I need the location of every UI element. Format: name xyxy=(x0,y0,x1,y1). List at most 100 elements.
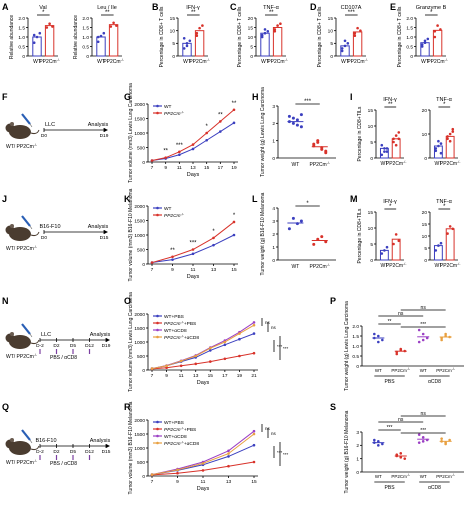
panel-i-ifn-y-tick-label: 10 xyxy=(368,124,374,130)
panel-d-point-wt xyxy=(340,47,344,50)
panel-m-ifn-ylabel: Percentage in CD8+TILs xyxy=(357,208,363,263)
panel-m-ifn-point-ko xyxy=(397,239,401,243)
panel-p-point xyxy=(377,340,380,344)
panel-r-series-point xyxy=(227,464,230,468)
panel-i-tnf-point-wt xyxy=(437,139,440,143)
panel-g-sig-label: ** xyxy=(232,101,237,107)
panel-h-ylabel: Tumor weight (g) Lewis Lung Carcinoma xyxy=(260,87,266,177)
panel-r-xlabel: Days xyxy=(197,486,210,492)
panel-i-ifn-point-ko xyxy=(392,140,395,144)
panel-e-xlabel-ko: PP2Cm-/- xyxy=(427,58,448,65)
panel-e-point-ko xyxy=(436,24,439,27)
panel-n-mouse-ear xyxy=(10,332,14,336)
panel-d-point-ko xyxy=(353,31,357,35)
panel-i-ifn-point-wt xyxy=(380,153,384,157)
panel-j-timeline-label: D15 xyxy=(100,235,109,241)
panel-g-y-tick-label: 0 xyxy=(142,160,145,166)
panel-e-sig-label: * xyxy=(430,10,433,16)
panel-m-ifn-point-wt xyxy=(380,252,384,255)
panel-n-cell-line: LLC xyxy=(41,332,51,338)
panel-p-point xyxy=(421,332,425,336)
panel-k-series-point xyxy=(232,233,236,237)
panel-a-val-bar-wt xyxy=(32,36,42,57)
panel-letter: P xyxy=(330,296,336,306)
panel-i-ifn-ylabel: Percentage in CD8+TILs xyxy=(357,106,363,161)
panel-c-point-wt xyxy=(260,35,264,39)
panel-l-point-ko xyxy=(312,242,316,246)
panel-s-point xyxy=(395,453,399,456)
panel-g-x-tick-label: 17 xyxy=(218,165,224,171)
panel-f-timeline-arrow xyxy=(104,128,108,132)
panel-i-ifn-y-tick-label: 5 xyxy=(370,140,373,146)
panel-a-leu-point-ko xyxy=(112,21,115,25)
panel-g-series-point xyxy=(205,138,208,142)
panel-q-cell-line: B16-F10 xyxy=(35,438,56,444)
panel-p-group-label: WT xyxy=(420,368,427,373)
panel-m-tnf-title: TNF-α xyxy=(436,199,453,205)
panel-c-y-tick-label: 20 xyxy=(248,16,254,22)
panel-p-point xyxy=(417,328,421,332)
panel-j-mouse-ear xyxy=(10,224,14,228)
panel-o-series-point xyxy=(252,332,256,335)
panel-d-ylabel: Percentage in CD8+ T cells xyxy=(317,6,323,67)
panel-h-xlabel-wt: WT xyxy=(292,162,300,168)
panel-o-series-point xyxy=(223,343,227,347)
panel-g-series-point xyxy=(205,131,208,135)
panel-e-bar-ko xyxy=(432,29,443,57)
panel-o-x-tick-label: 13 xyxy=(193,373,199,379)
panel-p-y-tick-label: 0.5 xyxy=(352,354,359,360)
panel-r-series-point xyxy=(252,432,256,436)
panel-c-y-tick-label: 10 xyxy=(248,35,254,41)
panel-g-series-point xyxy=(150,159,154,162)
panel-k-series-point xyxy=(212,243,215,247)
panel-o-side-sig: ns xyxy=(271,325,277,330)
panel-d-y-tick-label: 15 xyxy=(328,16,334,22)
panel-p-y-tick-label: 1.0 xyxy=(352,344,359,350)
panel-q-mouse-body xyxy=(9,441,31,455)
panel-k-legend-marker xyxy=(156,213,159,217)
panel-i-tnf-point-ko xyxy=(451,127,455,131)
panel-k-series-point xyxy=(191,252,195,256)
panel-m-ifn-point-ko xyxy=(392,242,395,246)
panel-g-y-tick-label: 1000 xyxy=(134,131,145,137)
panel-h-point-ko xyxy=(312,144,316,148)
panel-letter: F xyxy=(2,92,8,102)
panel-k-ylabel: Tumor volume (mm3) B16-F10 Melanoma xyxy=(128,188,134,281)
panel-n-timeline-arrow xyxy=(106,338,110,342)
panel-h-point-ko xyxy=(324,151,328,155)
panel-p-point xyxy=(377,334,380,338)
panel-g-series-point xyxy=(232,121,236,125)
panel-b-xlabel-ko: PP2Cm-/- xyxy=(189,58,210,65)
panel-j-mouse-label: WT/ PP2Cm-/- xyxy=(6,245,38,252)
panel-i-tnf-xlabel-wt: WT xyxy=(435,161,443,167)
panel-i-ifn-y-tick-label: 0 xyxy=(370,156,373,162)
panel-e-point-wt xyxy=(426,37,430,41)
panel-q-mouse-tail xyxy=(30,445,40,451)
panel-l-y-tick-label: 3 xyxy=(272,219,275,225)
panel-r-y-tick-label: 2000 xyxy=(134,418,145,424)
panel-i-ifn-point-wt xyxy=(383,147,386,150)
panel-k-series-point xyxy=(212,236,215,240)
panel-o-series-point xyxy=(252,323,256,327)
panel-c-point-ko xyxy=(273,30,277,33)
panel-letter: C xyxy=(230,2,237,12)
panel-g-series-point xyxy=(232,108,236,112)
panel-i-ifn-bar-wt xyxy=(379,147,389,159)
panel-o-y-tick-label: 0 xyxy=(142,368,145,374)
panel-k-series-point xyxy=(150,261,154,264)
panel-r-y-tick-label: 500 xyxy=(137,460,145,466)
panel-d-xlabel-wt: WT xyxy=(341,59,349,65)
panel-p-y-tick-label: 1.5 xyxy=(352,334,359,340)
panel-r-side-sig: ns xyxy=(271,431,277,436)
panel-g-series-point xyxy=(219,120,222,123)
panel-p-group-label: WT xyxy=(375,368,382,373)
panel-i-tnf-point-ko xyxy=(451,130,455,133)
panel-m-ifn-y-tick-label: 10 xyxy=(368,226,374,232)
panel-p-point xyxy=(403,349,407,353)
panel-n-timeline-label: D5 xyxy=(70,343,76,349)
panel-n-treatment-label: PBS / αCD8 xyxy=(50,355,77,361)
panel-i-ifn-bar-ko xyxy=(391,138,401,159)
panel-m-ifn-xlabel-wt: WT xyxy=(381,263,389,269)
panel-g-sig-label: ** xyxy=(218,112,223,118)
panel-m-tnf-point-wt xyxy=(437,244,440,247)
